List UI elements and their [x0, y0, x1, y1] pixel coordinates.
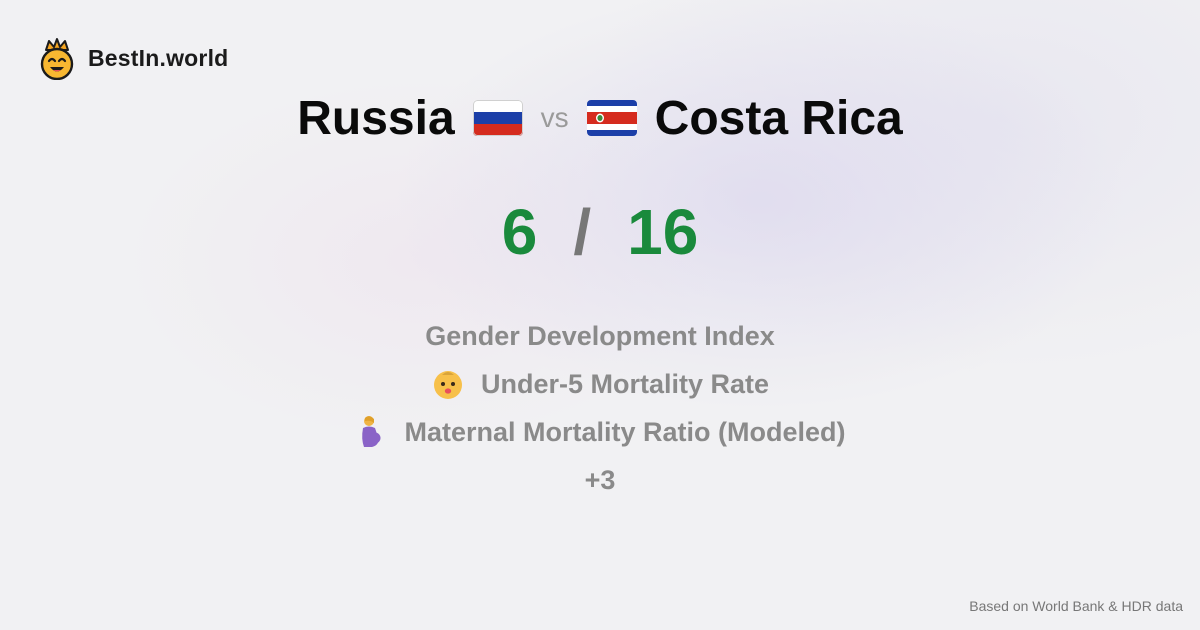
- crown-smiley-icon: [40, 38, 74, 80]
- score-row: 6 / 16: [0, 196, 1200, 268]
- comparison-title: Russia vs Costa Rica: [0, 88, 1200, 148]
- metric-item: Under-5 Mortality Rate: [431, 360, 769, 408]
- pregnant-woman-icon: [362, 416, 381, 447]
- russia-flag-icon: [472, 100, 523, 136]
- more-label: +3: [584, 464, 616, 495]
- right-score: 16: [627, 196, 699, 268]
- right-country-name: Costa Rica: [654, 91, 903, 145]
- baby-icon: [433, 371, 462, 399]
- brand-name: BestIn.world: [88, 44, 229, 71]
- left-score: 6: [501, 196, 538, 268]
- metric-label: Maternal Mortality Ratio (Modeled): [404, 416, 846, 447]
- metric-label: Gender Development Index: [425, 320, 775, 351]
- metric-list: Gender Development Index Under-5 Mortali…: [0, 312, 1200, 504]
- left-country-name: Russia: [297, 91, 455, 145]
- score-separator: /: [573, 196, 592, 268]
- more-metrics-count: +3: [585, 456, 616, 504]
- vs-label: vs: [540, 102, 569, 133]
- costa-rica-flag-icon: [586, 100, 637, 136]
- metric-label: Under-5 Mortality Rate: [480, 368, 770, 399]
- metric-item: Maternal Mortality Ratio (Modeled): [354, 408, 846, 456]
- metric-item: Gender Development Index: [425, 312, 775, 360]
- data-source-note: Based on World Bank & HDR data: [969, 598, 1183, 614]
- brand[interactable]: BestIn.world: [38, 36, 228, 80]
